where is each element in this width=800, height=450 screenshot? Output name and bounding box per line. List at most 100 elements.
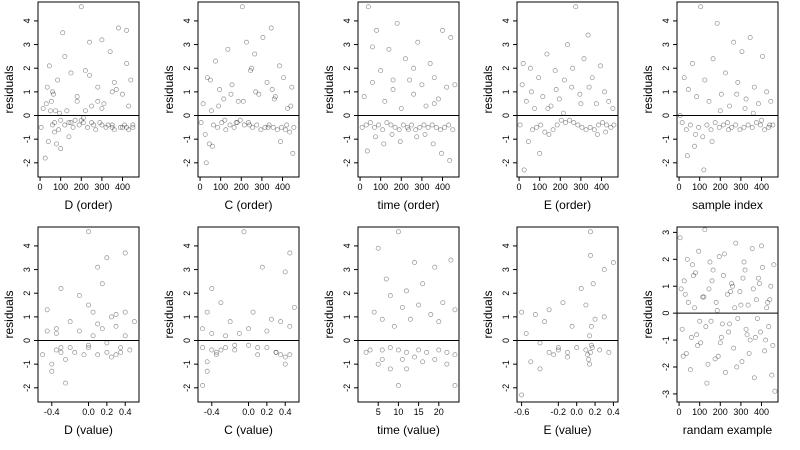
data-point: [734, 364, 740, 370]
data-point: [771, 262, 777, 268]
data-point: [209, 347, 215, 353]
data-point: [236, 330, 242, 336]
data-point: [223, 333, 228, 339]
data-point: [538, 122, 544, 128]
data-point: [246, 120, 251, 126]
data-point: [395, 383, 401, 388]
data-point: [259, 264, 265, 270]
y-tick-label: 3: [342, 42, 352, 47]
y-tick-label: 0: [22, 113, 32, 118]
data-point: [424, 349, 430, 355]
data-point: [392, 124, 398, 130]
data-point: [416, 347, 422, 353]
data-point: [760, 264, 765, 270]
x-tick-label: 300: [254, 182, 269, 192]
data-point: [714, 308, 720, 313]
data-point: [126, 103, 132, 109]
data-point: [414, 134, 420, 140]
data-point: [287, 129, 293, 135]
data-point: [40, 105, 46, 111]
data-point: [725, 291, 730, 297]
data-point: [81, 352, 87, 358]
data-point: [733, 240, 739, 246]
data-point: [103, 124, 109, 130]
data-point: [679, 326, 685, 332]
data-point: [722, 369, 728, 375]
data-point: [281, 75, 286, 81]
data-point: [66, 120, 72, 126]
data-point: [264, 345, 270, 351]
data-point: [266, 122, 272, 128]
y-tick-label: 4: [342, 18, 352, 23]
plot-box: [516, 226, 619, 403]
data-point: [411, 65, 417, 71]
y-tick-label: 2: [501, 291, 511, 296]
data-point: [72, 349, 78, 355]
data-point: [683, 351, 689, 356]
x-tick-label: 0.2: [261, 407, 274, 417]
data-point: [732, 305, 738, 311]
x-axis-label: D (order): [64, 198, 112, 212]
y-tick-label: 0: [342, 338, 352, 343]
data-point: [70, 124, 76, 130]
data-point: [577, 91, 583, 97]
data-point: [200, 345, 206, 351]
data-point: [556, 96, 562, 102]
x-tick-label: 300: [573, 182, 588, 192]
data-point: [82, 68, 88, 74]
data-point: [735, 316, 741, 321]
residual-panel: 0 100 200 300 400 -2 -1 0 1 2 3 4 C (order) residuals: [162, 1, 300, 212]
data-point: [52, 129, 57, 135]
data-point: [729, 281, 735, 286]
x-tick-label: 200: [74, 182, 89, 192]
data-point: [546, 349, 552, 355]
y-tick-label: 1: [661, 284, 671, 289]
data-point: [253, 89, 259, 95]
x-tick-label: 400: [754, 407, 769, 417]
data-point: [234, 120, 240, 126]
data-point: [544, 51, 550, 57]
data-point: [750, 286, 756, 292]
data-point: [587, 124, 593, 130]
data-point: [383, 276, 389, 282]
data-point: [256, 91, 262, 97]
data-point: [375, 361, 381, 367]
data-point: [715, 353, 721, 359]
x-tick-label: 100: [213, 182, 228, 192]
data-point: [64, 108, 70, 114]
data-point: [222, 117, 228, 123]
data-point: [63, 380, 69, 386]
data-point: [278, 319, 284, 325]
data-point: [111, 79, 117, 85]
data-point: [680, 353, 686, 359]
data-point: [290, 150, 296, 156]
x-tick-label: 5: [376, 407, 381, 417]
data-point: [697, 318, 703, 324]
data-point: [542, 129, 548, 135]
x-tick-label: 300: [94, 182, 109, 192]
data-point: [209, 286, 215, 291]
data-point: [287, 352, 293, 358]
y-tick-label: 1: [501, 314, 511, 319]
data-point: [124, 61, 130, 66]
data-point: [694, 332, 700, 338]
data-point: [696, 248, 702, 254]
data-point: [273, 349, 279, 355]
data-point: [407, 77, 412, 83]
data-point: [113, 87, 119, 92]
data-point: [560, 110, 566, 116]
data-point: [363, 349, 369, 355]
data-point: [768, 98, 774, 104]
data-point: [63, 356, 69, 362]
plot-box: [197, 1, 300, 178]
data-point: [87, 72, 92, 78]
data-point: [364, 148, 370, 154]
y-tick-label: 3: [22, 42, 32, 47]
data-point: [450, 127, 456, 133]
data-point: [99, 105, 105, 111]
data-point: [714, 20, 720, 26]
y-tick-label: 1: [182, 89, 192, 94]
x-axis-label: time (order): [377, 198, 439, 212]
data-point: [591, 127, 597, 133]
y-tick-label: -2: [22, 159, 32, 167]
